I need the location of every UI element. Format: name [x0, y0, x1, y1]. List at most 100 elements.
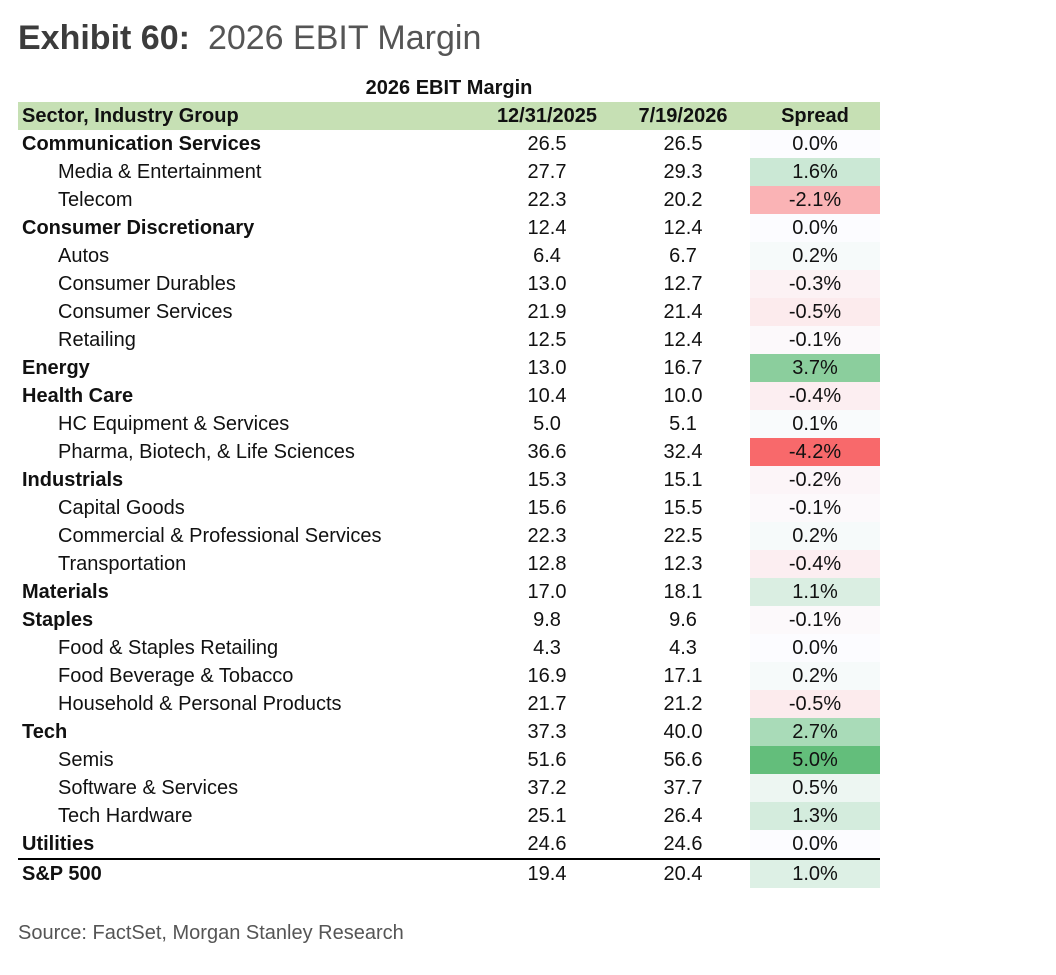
value-12-31-2025: 16.9 [527, 665, 567, 687]
industry-row: Transportation 12.8 12.3 -0.4% [18, 550, 880, 578]
value-7-19-2026: 12.3 [663, 553, 703, 575]
total-row: S&P 500 19.4 20.4 1.0% [18, 858, 880, 888]
row-label: Transportation [58, 553, 187, 575]
value-12-31-2025: 4.3 [533, 637, 561, 659]
value-12-31-2025: 9.8 [533, 609, 561, 631]
value-12-31-2025: 15.3 [527, 469, 567, 491]
value-7-19-2026: 10.0 [663, 385, 703, 407]
value-7-19-2026: 37.7 [663, 777, 703, 799]
value-12-31-2025: 24.6 [527, 833, 567, 855]
value-7-19-2026: 12.7 [663, 273, 703, 295]
value-7-19-2026: 40.0 [663, 721, 703, 743]
industry-row: Food Beverage & Tobacco 16.9 17.1 0.2% [18, 662, 880, 690]
spread-value: -2.1% [750, 186, 880, 214]
industry-row: Commercial & Professional Services 22.3 22… [18, 522, 880, 550]
value-12-31-2025: 36.6 [527, 441, 567, 463]
spread-value: 1.1% [750, 578, 880, 606]
value-12-31-2025: 12.5 [527, 329, 567, 351]
value-12-31-2025: 26.5 [527, 133, 567, 155]
value-12-31-2025: 22.3 [527, 189, 567, 211]
value-7-19-2026: 12.4 [663, 329, 703, 351]
spread-value: -0.4% [750, 550, 880, 578]
value-12-31-2025: 37.3 [527, 721, 567, 743]
value-12-31-2025: 6.4 [533, 245, 561, 267]
spread-value: -0.3% [750, 270, 880, 298]
industry-row: Consumer Services 21.9 21.4 -0.5% [18, 298, 880, 326]
row-label: Staples [22, 609, 94, 631]
value-7-19-2026: 15.5 [663, 497, 703, 519]
spread-value: 1.3% [750, 802, 880, 830]
spread-value: 0.0% [750, 830, 880, 859]
sector-row: Consumer Discretionary 12.4 12.4 0.0% [18, 214, 880, 242]
value-7-19-2026: 4.3 [669, 637, 697, 659]
industry-row: Software & Services 37.2 37.7 0.5% [18, 774, 880, 802]
row-label: S&P 500 [18, 858, 478, 888]
spread-value: 0.5% [750, 774, 880, 802]
sector-row: Industrials 15.3 15.1 -0.2% [18, 466, 880, 494]
value-7-19-2026: 29.3 [663, 161, 703, 183]
row-label: Food & Staples Retailing [58, 637, 279, 659]
value-7-19-2026: 26.4 [663, 805, 703, 827]
column-header-date-2: 7/19/2026 [616, 102, 750, 130]
industry-row: Food & Staples Retailing 4.3 4.3 0.0% [18, 634, 880, 662]
value-7-19-2026: 12.4 [663, 217, 703, 239]
table-body: Communication Services 26.5 26.5 0.0% Media … [18, 130, 880, 888]
value-7-19-2026: 20.2 [663, 189, 703, 211]
value-7-19-2026: 21.4 [663, 301, 703, 323]
row-label: Software & Services [58, 777, 239, 799]
industry-row: Household & Personal Products 21.7 21.2 -0.… [18, 690, 880, 718]
exhibit-name: 2026 EBIT Margin [207, 19, 482, 57]
value-12-31-2025: 51.6 [527, 749, 567, 771]
value-12-31-2025: 25.1 [527, 805, 567, 827]
sector-row: Utilities 24.6 24.6 0.0% [18, 830, 880, 859]
row-label: Retailing [58, 329, 136, 351]
sector-row: Tech 37.3 40.0 2.7% [18, 718, 880, 746]
industry-row: Semis 51.6 56.6 5.0% [18, 746, 880, 774]
sector-row: Staples 9.8 9.6 -0.1% [18, 606, 880, 634]
row-label: Consumer Services [58, 301, 233, 323]
spread-value: -0.1% [750, 326, 880, 354]
value-7-19-2026: 17.1 [663, 665, 703, 687]
value-12-31-2025: 37.2 [527, 777, 567, 799]
value-7-19-2026: 21.2 [663, 693, 703, 715]
spread-value: -0.1% [750, 494, 880, 522]
value-12-31-2025: 21.9 [527, 301, 567, 323]
spread-value: 1.6% [750, 158, 880, 186]
spread-value: 5.0% [750, 746, 880, 774]
sector-row: Materials 17.0 18.1 1.1% [18, 578, 880, 606]
value-12-31-2025: 13.0 [527, 273, 567, 295]
row-label: Energy [22, 357, 90, 379]
value-12-31-2025: 21.7 [527, 693, 567, 715]
spread-value: 0.0% [750, 214, 880, 242]
industry-row: Media & Entertainment 27.7 29.3 1.6% [18, 158, 880, 186]
value-12-31-2025: 5.0 [533, 413, 561, 435]
industry-row: Telecom 22.3 20.2 -2.1% [18, 186, 880, 214]
row-label: Industrials [22, 469, 124, 491]
spread-value: 0.2% [750, 522, 880, 550]
value-7-19-2026: 9.6 [669, 609, 697, 631]
value-7-19-2026: 32.4 [663, 441, 703, 463]
value-7-19-2026: 24.6 [663, 833, 703, 855]
value-12-31-2025: 22.3 [527, 525, 567, 547]
row-label: Telecom [58, 189, 133, 211]
value-12-31-2025: 15.6 [527, 497, 567, 519]
sector-row: Energy 13.0 16.7 3.7% [18, 354, 880, 382]
row-label: HC Equipment & Services [58, 413, 290, 435]
ebit-margin-table: Sector, Industry Group 12/31/2025 7/19/2… [18, 102, 880, 888]
spread-value: 0.0% [750, 634, 880, 662]
row-label: Commercial & Professional Services [58, 525, 382, 547]
value-7-19-2026: 15.1 [663, 469, 703, 491]
value-7-19-2026: 26.5 [663, 133, 703, 155]
row-label: Communication Services [22, 133, 261, 155]
row-label: Capital Goods [58, 497, 185, 519]
row-label: Media & Entertainment [58, 161, 262, 183]
value-12-31-2025: 12.4 [527, 217, 567, 239]
column-header-date-1: 12/31/2025 [478, 102, 616, 130]
value-7-19-2026: 22.5 [663, 525, 703, 547]
row-label: Household & Personal Products [58, 693, 342, 715]
row-label: Food Beverage & Tobacco [58, 665, 294, 687]
value-7-19-2026: 56.6 [663, 749, 703, 771]
industry-row: Pharma, Biotech, & Life Sciences 36.6 32.4… [18, 438, 880, 466]
industry-row: Retailing 12.5 12.4 -0.1% [18, 326, 880, 354]
row-label: Tech [22, 721, 68, 743]
